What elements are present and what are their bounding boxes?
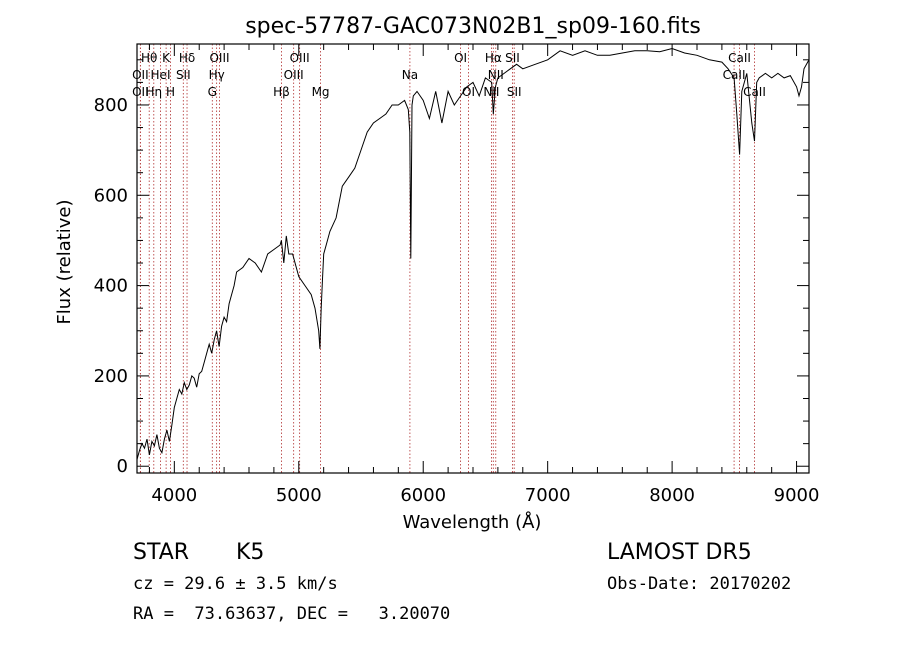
line-label-16: CaII	[723, 68, 746, 82]
line-label-7: SII	[505, 51, 520, 65]
x-axis-label: Wavelength (Å)	[403, 511, 542, 533]
y-tick-label: 200	[94, 366, 128, 387]
line-label-1: K	[162, 51, 171, 65]
x-tick-label: 7000	[525, 485, 571, 506]
line-label-11: SII	[176, 68, 191, 82]
ra-dec-coordinates: RA = 73.63637, DEC = 3.20070	[133, 604, 451, 624]
object-class: STAR	[133, 540, 190, 565]
line-label-17: OII	[132, 85, 149, 99]
object-subclass: K5	[236, 540, 265, 565]
line-label-22: Mg	[312, 85, 330, 99]
x-tick-label: 4000	[151, 485, 197, 506]
survey-name: LAMOST DR5	[607, 540, 752, 565]
line-label-23: OI	[462, 85, 475, 99]
line-label-13: OIII	[284, 68, 304, 82]
y-tick-label: 400	[94, 276, 128, 297]
line-label-4: OIII	[290, 51, 310, 65]
line-label-3: OIII	[209, 51, 229, 65]
line-label-8: CaII	[728, 51, 751, 65]
line-label-26: CaII	[743, 85, 766, 99]
spectrum-series-line	[136, 47, 810, 460]
line-label-20: G	[208, 85, 217, 99]
plot-frame	[136, 43, 810, 474]
line-label-12: Hγ	[209, 68, 225, 82]
line-label-18: Hη	[145, 85, 162, 99]
line-label-5: OI	[454, 51, 467, 65]
chart-title: spec-57787-GAC073N02B1_sp09-160.fits	[245, 14, 701, 39]
y-tick-label: 800	[94, 95, 128, 116]
line-label-24: NII	[483, 85, 499, 99]
redshift-velocity: cz = 29.6 ± 3.5 km/s	[133, 574, 338, 594]
line-label-10: HeI	[151, 68, 171, 82]
line-label-14: Na	[402, 68, 418, 82]
observation-date: Obs-Date: 20170202	[607, 574, 792, 594]
x-tick-label: 5000	[276, 485, 322, 506]
line-label-9: OII	[132, 68, 149, 82]
line-label-0: Hθ	[141, 51, 157, 65]
x-tick-label: 9000	[774, 485, 820, 506]
x-axis: 4000 5000 6000 7000 8000 9000	[148, 44, 820, 506]
line-label-19: H	[166, 85, 175, 99]
y-axis-label: Flux (relative)	[54, 199, 75, 324]
y-tick-label: 600	[94, 185, 128, 206]
line-label-25: SII	[507, 85, 522, 99]
y-axis: 0 200 400 600 800	[94, 59, 809, 477]
line-label-15: NII	[488, 68, 504, 82]
line-label-6: Hα	[485, 51, 502, 65]
x-tick-label: 6000	[400, 485, 446, 506]
line-label-2: Hδ	[179, 51, 195, 65]
x-tick-label: 8000	[649, 485, 695, 506]
y-tick-label: 0	[117, 456, 128, 477]
line-label-21: Hβ	[273, 85, 290, 99]
spectral-line-markers	[139, 44, 755, 473]
